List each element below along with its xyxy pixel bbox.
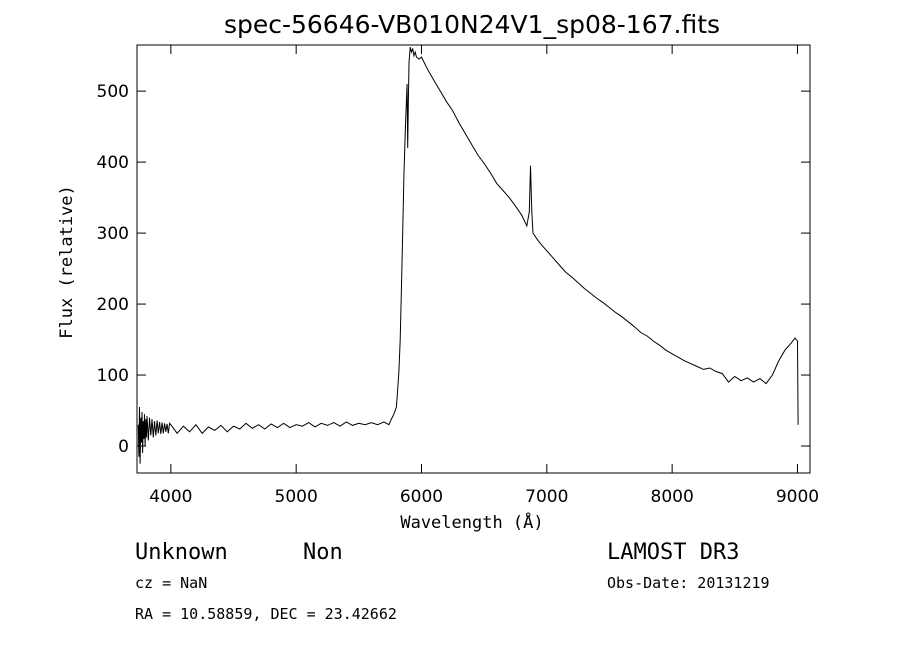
redshift-label: cz = NaN [135,574,207,592]
plot-frame [136,44,811,474]
survey-label: LAMOST DR3 [607,540,739,565]
x-tick-label: 4000 [149,487,192,507]
subclass-label: Non [303,540,343,565]
spectrum-line [137,46,799,464]
x-tick-label: 9000 [776,487,819,507]
y-tick-label: 300 [97,224,129,244]
x-axis-label: Wavelength (Å) [400,511,543,533]
x-tick-label: 5000 [275,487,318,507]
x-axis: 4000 5000 6000 7000 8000 9000 [149,45,819,507]
y-tick-label: 400 [97,153,129,173]
object-class-label: Unknown [135,540,228,565]
x-tick-label: 8000 [651,487,694,507]
y-axis-label: Flux (relative) [57,185,77,339]
y-tick-label: 200 [97,295,129,315]
obs-date-label: Obs-Date: 20131219 [607,574,770,592]
chart-title: spec-56646-VB010N24V1_sp08-167.fits [224,10,720,39]
y-tick-label: 500 [97,82,129,102]
x-tick-label: 6000 [400,487,443,507]
y-tick-label: 0 [118,437,129,457]
y-tick-label: 100 [97,366,129,386]
y-axis: 0 100 200 300 400 500 [97,82,810,457]
coordinates-label: RA = 10.58859, DEC = 23.42662 [135,605,397,623]
x-tick-label: 7000 [525,487,568,507]
